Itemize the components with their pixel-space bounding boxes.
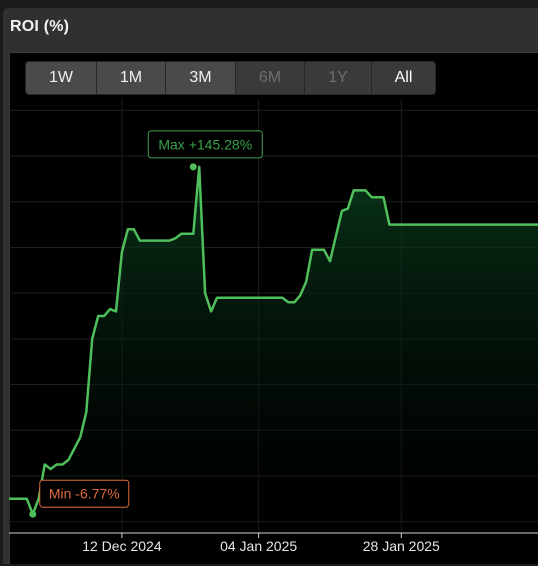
max-annotation: Max +145.28% xyxy=(147,130,263,171)
x-tick-label: 28 Jan 2025 xyxy=(363,538,440,554)
min-label: Min -6.77% xyxy=(49,486,120,502)
range-selector: 1W 1M 3M 6M 1Y All xyxy=(25,61,436,95)
max-label-box xyxy=(147,130,263,159)
range-all-button[interactable]: All xyxy=(372,62,435,94)
min-annotation: Min -6.77% xyxy=(29,479,130,518)
min-label-box xyxy=(39,479,130,508)
card-title: ROI (%) xyxy=(10,18,70,35)
x-axis: 12 Dec 2024 04 Jan 2025 28 Jan 2025 xyxy=(9,532,538,554)
series-area xyxy=(9,166,538,533)
annotations: Max +145.28% Min -6.77% xyxy=(29,130,263,518)
x-tick-label: 12 Dec 2024 xyxy=(82,538,162,554)
max-label: Max +145.28% xyxy=(158,136,252,152)
series-line xyxy=(9,165,538,516)
range-1m-button[interactable]: 1M xyxy=(97,62,166,94)
range-6m-button: 6M xyxy=(236,62,305,94)
range-1w-button[interactable]: 1W xyxy=(26,62,97,94)
min-point xyxy=(29,510,37,518)
max-point xyxy=(189,163,197,171)
range-1y-button: 1Y xyxy=(305,62,372,94)
range-3m-button[interactable]: 3M xyxy=(166,62,236,94)
x-tick-label: 04 Jan 2025 xyxy=(220,538,297,554)
